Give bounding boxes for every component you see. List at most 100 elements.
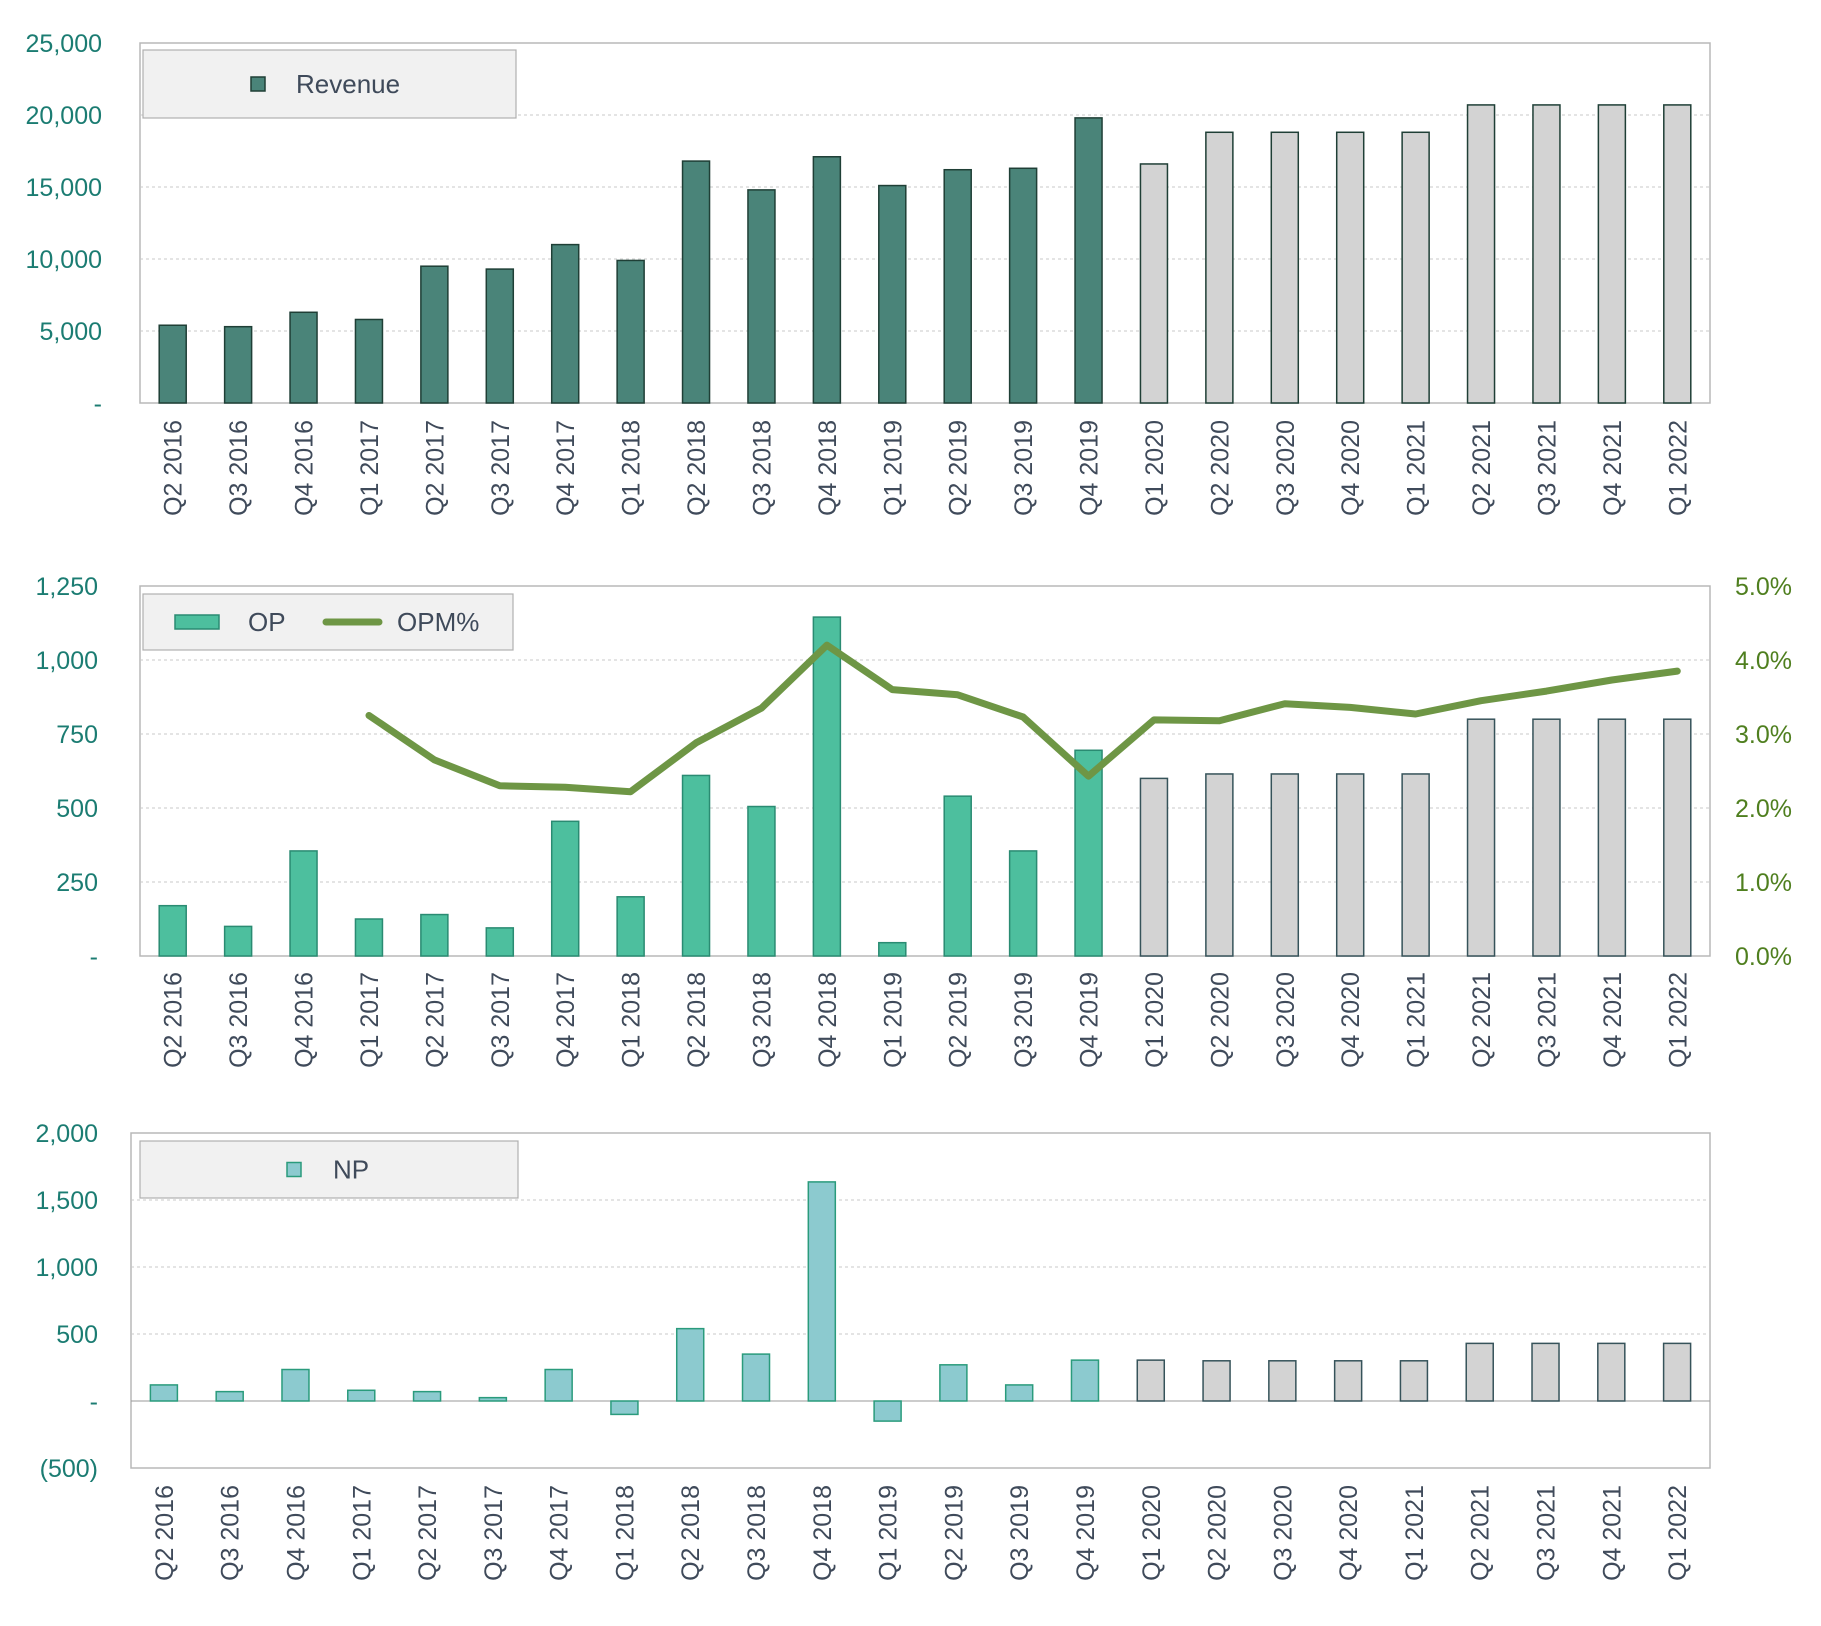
revenue-bar	[289, 311, 318, 404]
np-x-tick-label: Q4 2018	[809, 1485, 837, 1581]
op-y-tick-label: 1,000	[35, 647, 98, 675]
revenue-bar	[1270, 131, 1300, 404]
np-bar	[741, 1353, 771, 1402]
np-bar	[1399, 1360, 1429, 1402]
np-x-tick-label: Q2 2019	[940, 1485, 968, 1581]
revenue-x-tick-label: Q4 2021	[1599, 420, 1627, 516]
op-bar	[1532, 718, 1561, 957]
np-bar	[873, 1400, 902, 1422]
np-bar	[347, 1389, 376, 1402]
op-y2-tick-label: 2.0%	[1735, 795, 1792, 823]
op-bar	[1270, 773, 1300, 957]
revenue-y-tick-label: 20,000	[26, 102, 102, 130]
op-bar	[289, 850, 318, 957]
op-bar	[943, 795, 972, 957]
op-x-tick-label: Q1 2018	[618, 972, 646, 1068]
np-x-tick-label: Q3 2016	[217, 1485, 245, 1581]
np-x-tick-label: Q2 2020	[1204, 1485, 1232, 1581]
np-x-tick-label: Q1 2021	[1401, 1485, 1429, 1581]
revenue-bar	[1139, 163, 1169, 404]
op-y2-tick-label: 3.0%	[1735, 721, 1792, 749]
op-bar	[1401, 773, 1430, 957]
revenue-y-tick-label: 10,000	[26, 246, 102, 274]
np-x-tick-label: Q3 2021	[1533, 1485, 1561, 1581]
revenue-bar	[1401, 131, 1430, 404]
np-x-tick-label: Q4 2016	[283, 1485, 311, 1581]
revenue-x-tick-label: Q3 2021	[1534, 420, 1562, 516]
np-x-tick-label: Q3 2017	[480, 1485, 508, 1581]
revenue-bar	[943, 168, 972, 404]
revenue-x-tick-label: Q2 2021	[1468, 420, 1496, 516]
op-x-tick-label: Q2 2020	[1206, 972, 1234, 1068]
np-x-tick-label: Q4 2017	[546, 1485, 574, 1581]
op-x-tick-label: Q4 2019	[1076, 972, 1104, 1068]
np-x-tick-label: Q3 2019	[1006, 1485, 1034, 1581]
op-y2-tick-label: 0.0%	[1735, 943, 1792, 971]
revenue-x-tick-label: Q1 2022	[1664, 420, 1692, 516]
revenue-bar	[550, 243, 580, 404]
op-bar	[485, 927, 515, 957]
op-legend-label-op: OP	[248, 607, 286, 637]
op-y2-tick-label: 5.0%	[1735, 573, 1792, 601]
revenue-x-tick-label: Q4 2018	[814, 420, 842, 516]
np-x-tick-label: Q4 2020	[1335, 1485, 1363, 1581]
op-x-tick-label: Q4 2020	[1337, 972, 1365, 1068]
np-y-tick-label: 500	[56, 1321, 98, 1349]
revenue-x-tick-label: Q3 2019	[1010, 420, 1038, 516]
np-bar	[1268, 1360, 1297, 1402]
op-bar	[681, 774, 711, 957]
revenue-bar	[1597, 104, 1627, 404]
np-y-tick-label: 2,000	[35, 1120, 98, 1148]
revenue-y-tick-label: 15,000	[26, 174, 102, 202]
np-x-tick-label: Q2 2017	[414, 1485, 442, 1581]
np-chart: (500) - 500 1,000 1,500 2,000 Q2 2016 Q3 2016 Q4…	[35, 1120, 1711, 1581]
op-bar	[1597, 718, 1627, 957]
revenue-y-tick-label: 25,000	[26, 30, 102, 58]
np-x-tick-label: Q2 2021	[1467, 1485, 1495, 1581]
op-bar	[420, 913, 449, 957]
op-bar	[747, 805, 776, 957]
np-x-tick-label: Q3 2020	[1269, 1485, 1297, 1581]
op-x-tick-label: Q2 2017	[421, 972, 449, 1068]
np-bar	[1004, 1384, 1034, 1402]
np-bar	[1662, 1342, 1692, 1402]
revenue-y-tick-label: 5,000	[39, 318, 102, 346]
revenue-x-tick-label: Q1 2017	[356, 420, 384, 516]
np-bar	[149, 1384, 179, 1402]
np-x-tick-label: Q1 2017	[348, 1485, 376, 1581]
revenue-x-tick-label: Q3 2020	[1272, 420, 1300, 516]
op-legend-label-opm: OPM%	[397, 607, 479, 637]
revenue-x-tick-label: Q3 2018	[749, 420, 777, 516]
revenue-bar	[1663, 104, 1692, 404]
np-y-tick-label: 1,500	[35, 1187, 98, 1215]
op-bar	[878, 941, 907, 957]
revenue-x-tick-label: Q1 2021	[1403, 420, 1431, 516]
revenue-bar	[420, 265, 449, 404]
op-bar	[158, 904, 187, 957]
op-x-tick-label: Q3 2021	[1534, 972, 1562, 1068]
op-x-tick-label: Q4 2017	[552, 972, 580, 1068]
revenue-bar	[1008, 167, 1038, 404]
np-bar	[1136, 1359, 1166, 1402]
revenue-bar	[1205, 131, 1234, 404]
revenue-bar	[812, 156, 842, 404]
np-bar	[1465, 1342, 1494, 1402]
revenue-x-tick-label: Q4 2020	[1337, 420, 1365, 516]
op-x-tick-label: Q2 2018	[683, 972, 711, 1068]
revenue-bar	[747, 189, 776, 404]
np-bar	[675, 1327, 705, 1402]
op-x-tick-label: Q4 2021	[1599, 972, 1627, 1068]
op-bar	[354, 918, 384, 957]
op-x-tick-label: Q1 2022	[1664, 972, 1692, 1068]
op-x-tick-label: Q1 2017	[356, 972, 384, 1068]
op-bar	[223, 925, 253, 957]
op-x-tick-label: Q1 2020	[1141, 972, 1169, 1068]
revenue-x-tick-label: Q2 2018	[683, 420, 711, 516]
revenue-bar	[354, 318, 384, 404]
np-bar	[1070, 1359, 1100, 1402]
revenue-bar	[616, 259, 645, 404]
op-bar	[1466, 718, 1496, 957]
op-y-tick-label: 1,250	[35, 573, 98, 601]
revenue-bar	[878, 184, 907, 404]
op-x-tick-label: Q3 2020	[1272, 972, 1300, 1068]
